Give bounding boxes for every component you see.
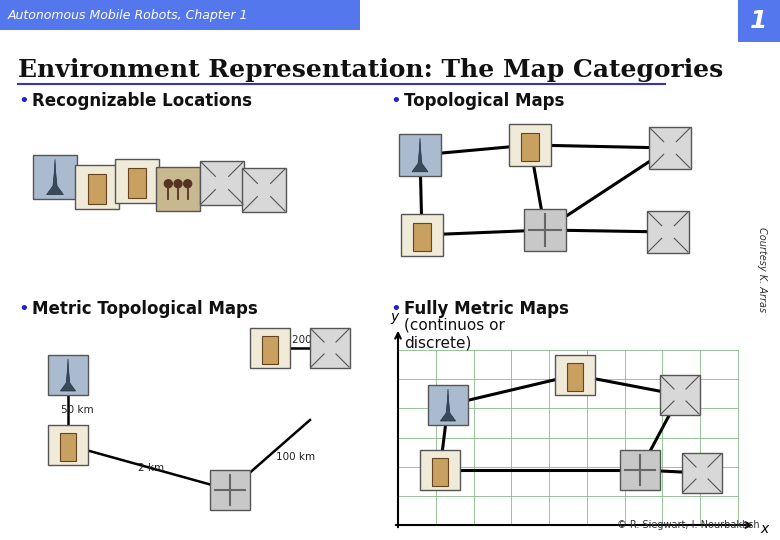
Text: Topological Maps: Topological Maps: [404, 92, 565, 110]
Circle shape: [165, 180, 172, 188]
Text: Metric Topological Maps: Metric Topological Maps: [32, 300, 257, 318]
Bar: [555, 355, 595, 395]
Bar: [128, 168, 146, 198]
Bar: [310, 328, 350, 368]
Bar: [88, 174, 106, 204]
Bar: [660, 375, 700, 415]
Bar: [59, 434, 76, 461]
Polygon shape: [412, 138, 428, 172]
Bar: [428, 385, 468, 425]
Bar: [242, 168, 286, 212]
Bar: [48, 355, 88, 395]
Text: 100 km: 100 km: [276, 452, 315, 462]
Circle shape: [184, 180, 192, 188]
Bar: [413, 223, 431, 252]
Text: (continuos or
discrete): (continuos or discrete): [404, 318, 505, 350]
Bar: [509, 124, 551, 166]
Circle shape: [174, 180, 182, 188]
Polygon shape: [47, 159, 63, 194]
Bar: [682, 453, 722, 493]
Text: 2 km: 2 km: [138, 463, 164, 473]
Text: Environment Representation: The Map Categories: Environment Representation: The Map Cate…: [18, 58, 723, 82]
Bar: [620, 450, 660, 490]
Text: •: •: [390, 92, 401, 110]
Text: 200 m: 200 m: [292, 335, 325, 345]
Bar: [524, 209, 566, 251]
Bar: [649, 127, 691, 169]
Text: Recognizable Locations: Recognizable Locations: [32, 92, 252, 110]
Text: 50 km: 50 km: [61, 405, 94, 415]
Bar: [48, 425, 88, 465]
Bar: [399, 134, 441, 176]
Bar: [250, 328, 290, 368]
Text: 1: 1: [750, 9, 768, 33]
Text: Autonomous Mobile Robots, Chapter 1: Autonomous Mobile Robots, Chapter 1: [8, 9, 249, 22]
Text: •: •: [18, 300, 29, 318]
Bar: [261, 336, 278, 363]
Text: y: y: [390, 310, 398, 324]
Polygon shape: [60, 359, 76, 391]
Bar: [431, 458, 448, 485]
Bar: [521, 133, 539, 161]
Bar: [200, 161, 244, 205]
Bar: [0, 0, 360, 30]
Bar: [566, 363, 583, 390]
Bar: [33, 155, 77, 199]
Bar: [156, 167, 200, 211]
Bar: [75, 165, 119, 209]
Bar: [647, 211, 689, 253]
Text: © R. Siegwart, I. Nourbakhsh: © R. Siegwart, I. Nourbakhsh: [618, 520, 760, 530]
Text: •: •: [390, 300, 401, 318]
Bar: [420, 450, 460, 490]
Text: Fully Metric Maps: Fully Metric Maps: [404, 300, 569, 318]
Bar: [210, 470, 250, 510]
Text: Courtesy K. Arras: Courtesy K. Arras: [757, 227, 767, 313]
Bar: [401, 214, 443, 256]
Polygon shape: [441, 389, 456, 421]
Bar: [738, 0, 780, 42]
Text: •: •: [18, 92, 29, 110]
Bar: [115, 159, 159, 203]
Text: x: x: [760, 522, 768, 536]
